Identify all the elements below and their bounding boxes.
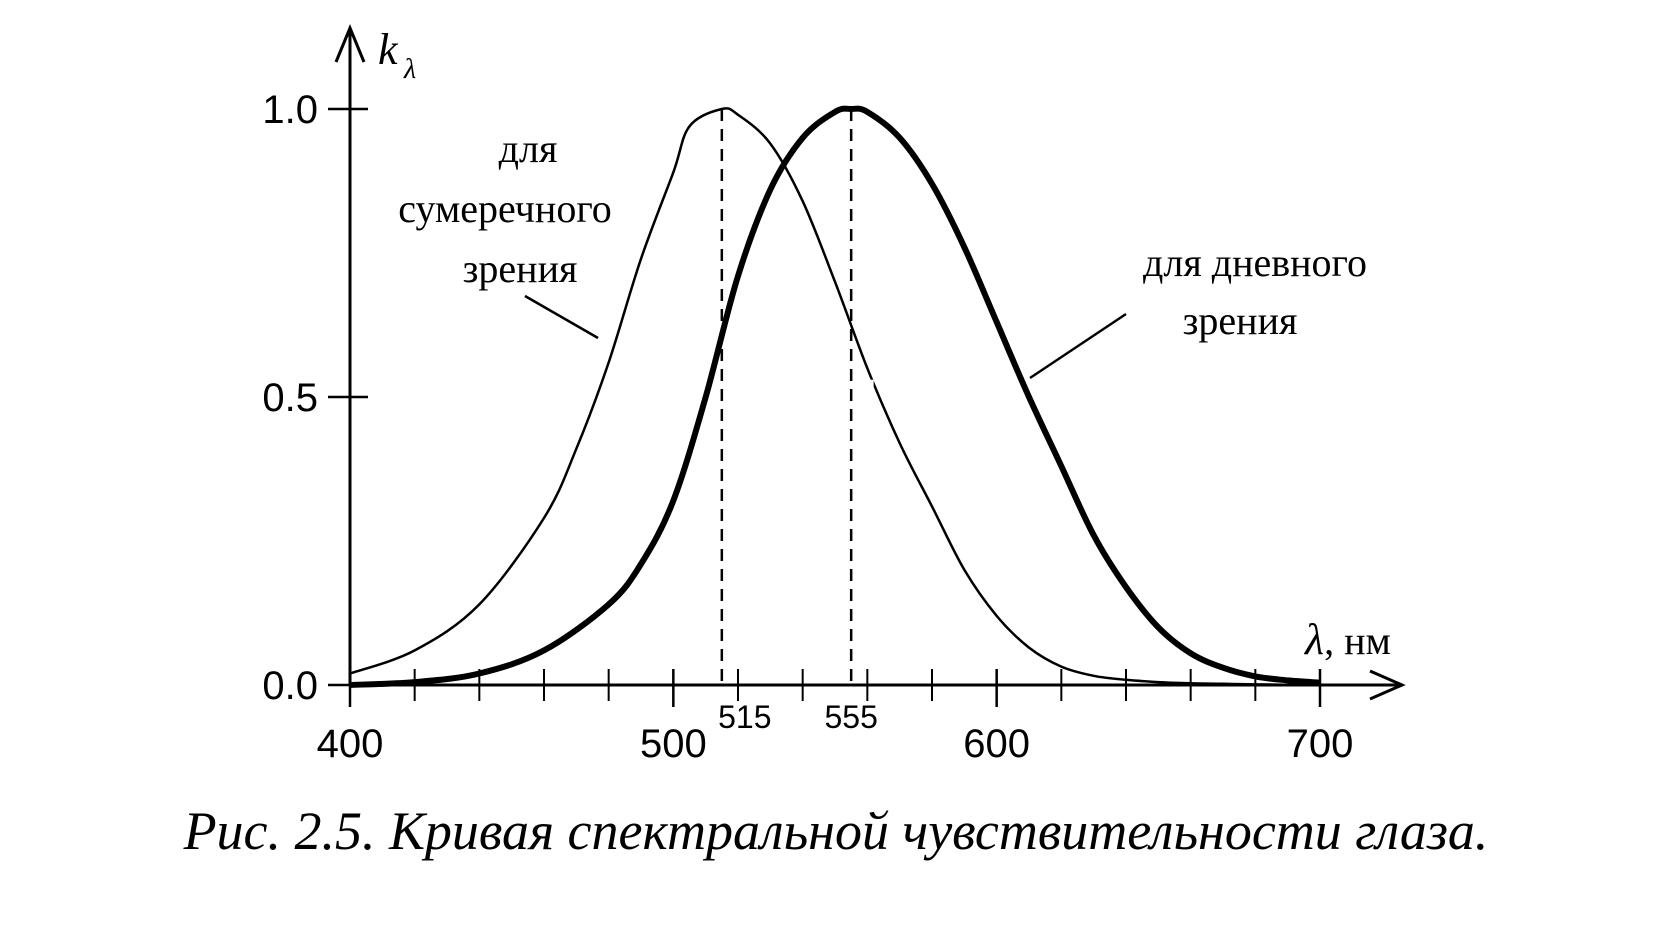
scotopic-label-line: сумеречного [398,186,611,231]
y-tick-label: 1.0 [262,88,318,132]
photopic-curve [349,105,1321,688]
scotopic-curve [349,107,1321,687]
photopic-peak-label: 555 [824,699,877,735]
photopic-label-leader [1029,312,1127,380]
scotopic-label-line: для [499,126,558,171]
curves [349,105,1321,688]
axes: 400 500 600 700 0.0 0.5 1.0 k λ λ, нм [262,24,1406,766]
x-tick-label: 400 [317,722,384,766]
x-tick-label: 700 [1287,722,1354,766]
x-tick-label: 500 [640,722,707,766]
scotopic-label-leader [524,294,599,340]
scotopic-peak-label: 515 [718,699,771,735]
figure-caption: Рис. 2.5. Кривая спектральной чувствител… [183,801,1489,861]
y-axis-label-symbol: k [378,25,399,74]
x-tick-label: 600 [963,722,1030,766]
scotopic-curve-gap [857,379,874,402]
y-axis-label-subscript: λ [403,54,416,85]
photopic-label-line: зрения [1183,298,1298,343]
scotopic-label-line: зрения [463,246,578,291]
y-tick-label: 0.0 [262,664,318,708]
photopic-label-line: для дневного [1143,240,1367,285]
y-tick-label: 0.5 [262,376,318,420]
y-axis-arrow [334,24,366,63]
x-axis-arrow [1369,669,1406,701]
x-axis-label: λ, нм [1303,615,1391,664]
annotations: 515 555 для сумеречного зрения для дневного зр… [398,109,1367,735]
